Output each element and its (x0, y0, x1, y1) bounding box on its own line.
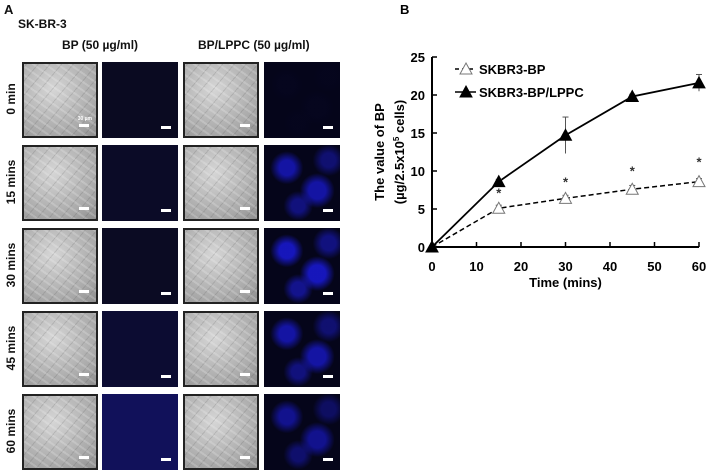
fluorescence-image (102, 228, 178, 304)
significance-marker: * (696, 155, 702, 170)
data-point (425, 239, 439, 253)
data-point (625, 182, 640, 195)
y-tick-label: 0 (418, 240, 425, 255)
fluorescence-image (264, 394, 340, 470)
data-point (625, 89, 640, 103)
scale-bar (161, 458, 171, 461)
significance-marker: * (630, 164, 636, 179)
x-tick-label: 30 (558, 259, 572, 274)
group-label-bp: BP (50 µg/ml) (62, 38, 139, 52)
brightfield-image (183, 228, 259, 304)
scale-bar (79, 207, 89, 210)
data-point (558, 191, 573, 204)
scale-bar (323, 375, 333, 378)
y-tick-label: 25 (411, 50, 425, 65)
scale-bar (161, 126, 171, 129)
data-point (692, 174, 706, 188)
x-tick-label: 40 (603, 259, 617, 274)
scale-bar (240, 373, 250, 376)
x-axis-label: Time (mins) (529, 275, 602, 290)
significance-marker: * (563, 174, 569, 189)
scale-bar (79, 456, 89, 459)
brightfield-image (183, 311, 259, 387)
fluorescence-image (264, 62, 340, 138)
brightfield-image (183, 394, 259, 470)
x-tick-label: 60 (692, 259, 706, 274)
scale-bar (323, 126, 333, 129)
data-point (491, 174, 506, 188)
data-point (692, 75, 706, 89)
fluorescence-image (102, 62, 178, 138)
y-label-part: (µg/2.5x10 (392, 141, 407, 204)
panel-b-label: B (400, 2, 409, 17)
brightfield-image (183, 62, 259, 138)
scale-bar (161, 375, 171, 378)
scale-bar (79, 373, 89, 376)
y-tick-label: 10 (411, 164, 425, 179)
fluorescence-image (264, 145, 340, 221)
significance-marker: * (496, 186, 502, 201)
group-label-bp-lppc: BP/LPPC (50 µg/ml) (198, 38, 310, 52)
data-point (491, 201, 506, 214)
legend-marker (459, 84, 473, 98)
scale-bar (323, 458, 333, 461)
scale-bar-label: 30 µm (77, 116, 92, 122)
brightfield-image (22, 145, 98, 221)
scale-bar (323, 209, 333, 212)
y-tick-label: 5 (418, 202, 425, 217)
x-tick-label: 0 (428, 259, 435, 274)
series-line (431, 81, 700, 248)
fluorescence-image (102, 394, 178, 470)
scale-bar (240, 456, 250, 459)
data-point (558, 128, 573, 141)
brightfield-image (183, 145, 259, 221)
brightfield-image: 30 µm (22, 62, 98, 138)
panel-a-label: A (4, 2, 14, 17)
fluorescence-image (102, 311, 178, 387)
x-tick-label: 10 (469, 259, 483, 274)
fluorescence-image (264, 311, 340, 387)
brightfield-image (22, 394, 98, 470)
y-axis-label-units: (µg/2.5x105 cells) (392, 100, 407, 204)
x-tick-label: 50 (647, 259, 661, 274)
brightfield-image (22, 228, 98, 304)
scale-bar (323, 292, 333, 295)
scale-bar (161, 292, 171, 295)
y-axis-label: The value of BP (372, 103, 387, 201)
legend-entry: SKBR3-BP/LPPC (479, 85, 584, 100)
fluorescence-image (264, 228, 340, 304)
fluorescence-image (102, 145, 178, 221)
scale-bar (161, 209, 171, 212)
y-tick-label: 20 (411, 88, 425, 103)
legend-marker (459, 61, 473, 75)
x-tick-label: 20 (514, 259, 528, 274)
scale-bar (79, 290, 89, 293)
scale-bar (79, 124, 89, 127)
legend-entry: SKBR3-BP (479, 62, 546, 77)
scale-bar (240, 290, 250, 293)
brightfield-image (22, 311, 98, 387)
y-label-part: 5 (392, 136, 401, 141)
y-tick-label: 15 (411, 126, 425, 141)
scale-bar (240, 124, 250, 127)
y-label-part: cells) (392, 100, 407, 137)
scale-bar (240, 207, 250, 210)
cell-line-label: SK-BR-3 (18, 17, 67, 31)
